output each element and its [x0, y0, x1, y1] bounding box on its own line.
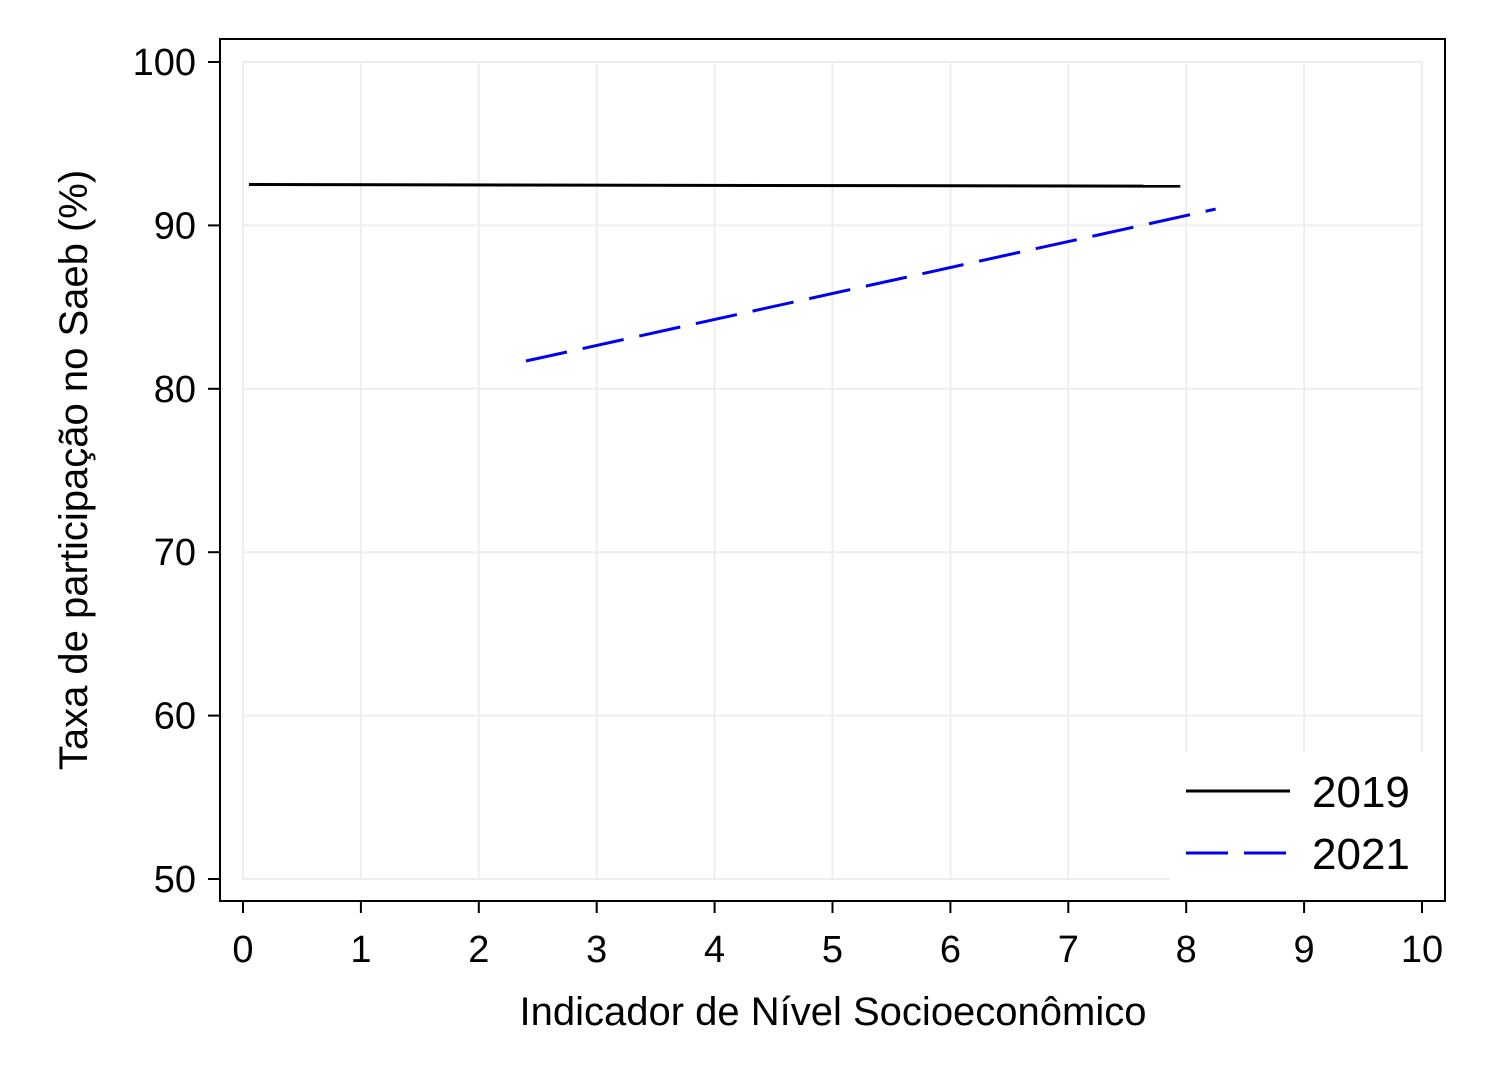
x-tick-label: 7	[1058, 929, 1079, 971]
x-tick-label: 1	[350, 929, 371, 971]
x-tick-label: 8	[1176, 929, 1197, 971]
y-tick-label: 70	[154, 532, 196, 574]
legend-label-2019: 2019	[1312, 768, 1410, 817]
y-tick-label: 100	[133, 42, 196, 84]
x-axis-label: Indicador de Nível Socioeconômico	[519, 990, 1146, 1034]
y-tick-label: 50	[154, 859, 196, 901]
y-tick-label: 80	[154, 369, 196, 411]
legend-box	[1170, 752, 1430, 880]
legend-label-2021: 2021	[1312, 830, 1410, 879]
grid	[242, 61, 1423, 880]
series-line-2021	[525, 207, 1216, 363]
x-tick-label: 5	[822, 929, 843, 971]
x-tick-label: 3	[586, 929, 607, 971]
series-line-2019	[248, 183, 1181, 188]
x-tick-label: 2	[468, 929, 489, 971]
axes: 0 1 2 3 4 5 6 7 8 9 10 50 60 70 80 90 100	[133, 42, 1444, 971]
x-tick-label: 10	[1401, 929, 1443, 971]
y-tick-label: 90	[154, 205, 196, 247]
y-tick-label: 60	[154, 696, 196, 738]
legend: 2019 2021	[1170, 752, 1430, 880]
x-tick-label: 4	[704, 929, 725, 971]
x-tick-label: 0	[232, 929, 253, 971]
x-tick-label: 6	[940, 929, 961, 971]
x-tick-label: 9	[1294, 929, 1315, 971]
series-layer	[248, 183, 1216, 363]
y-axis-label: Taxa de participação no Saeb (%)	[52, 170, 96, 770]
